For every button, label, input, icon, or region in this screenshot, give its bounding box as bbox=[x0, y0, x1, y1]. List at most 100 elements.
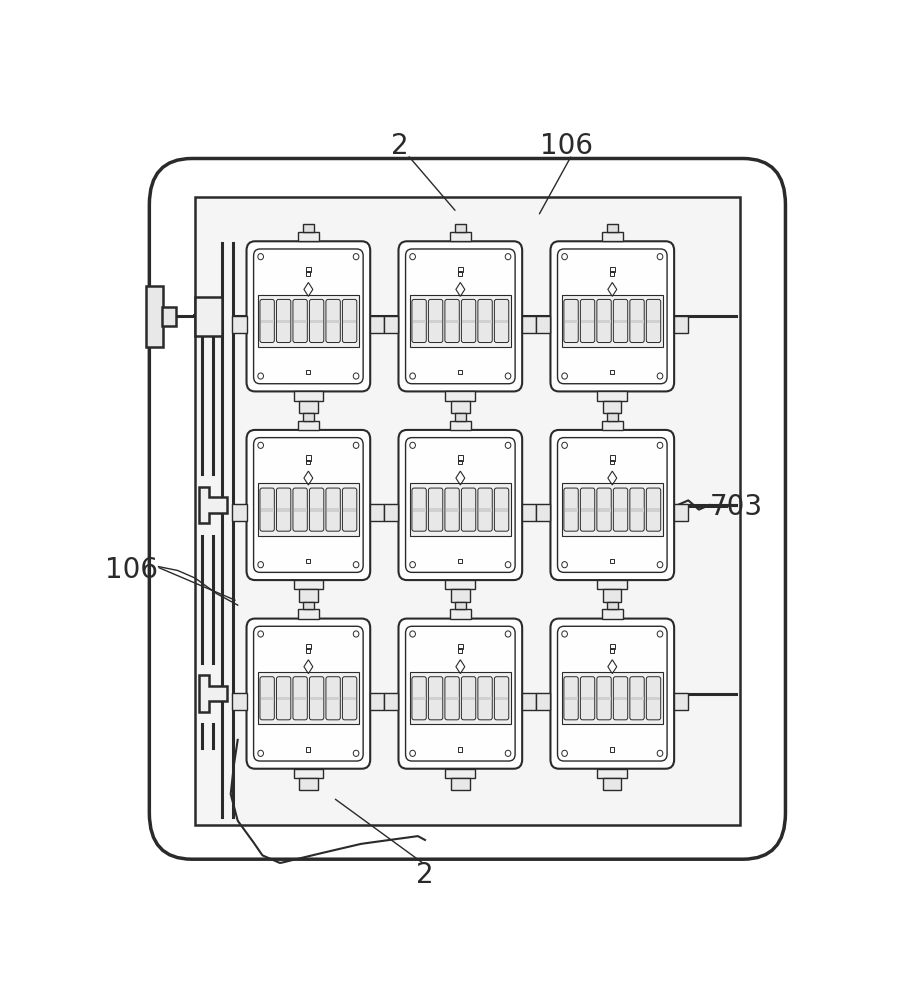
Bar bbox=[646, 508, 660, 512]
Bar bbox=[293, 769, 322, 778]
Bar bbox=[326, 320, 339, 323]
Bar bbox=[306, 271, 310, 276]
Bar bbox=[195, 297, 222, 336]
Bar bbox=[522, 316, 536, 333]
FancyBboxPatch shape bbox=[646, 677, 660, 720]
FancyBboxPatch shape bbox=[412, 677, 425, 720]
FancyBboxPatch shape bbox=[579, 299, 594, 343]
FancyBboxPatch shape bbox=[613, 488, 627, 531]
Bar bbox=[370, 693, 384, 710]
FancyBboxPatch shape bbox=[494, 488, 508, 531]
FancyBboxPatch shape bbox=[412, 488, 425, 531]
Bar bbox=[495, 320, 507, 323]
Bar bbox=[302, 224, 313, 232]
Bar bbox=[297, 609, 319, 619]
Bar bbox=[609, 460, 614, 464]
Bar bbox=[302, 602, 313, 609]
FancyBboxPatch shape bbox=[276, 677, 291, 720]
Bar bbox=[673, 316, 688, 333]
Bar bbox=[536, 316, 550, 333]
Bar bbox=[606, 602, 618, 609]
Bar bbox=[409, 672, 510, 724]
Bar bbox=[445, 508, 458, 512]
Bar bbox=[457, 559, 462, 563]
Bar bbox=[609, 559, 614, 563]
Bar bbox=[258, 672, 359, 724]
Bar bbox=[258, 483, 359, 536]
Bar bbox=[195, 197, 739, 825]
FancyBboxPatch shape bbox=[246, 430, 370, 580]
Bar bbox=[306, 747, 310, 752]
Bar bbox=[146, 286, 163, 347]
FancyBboxPatch shape bbox=[477, 299, 492, 343]
Bar bbox=[445, 697, 458, 700]
Bar bbox=[429, 508, 442, 512]
FancyBboxPatch shape bbox=[292, 677, 307, 720]
FancyBboxPatch shape bbox=[461, 299, 476, 343]
Bar bbox=[261, 320, 273, 323]
Bar bbox=[310, 320, 322, 323]
FancyBboxPatch shape bbox=[445, 488, 459, 531]
Bar bbox=[522, 504, 536, 521]
Bar bbox=[412, 508, 425, 512]
Bar bbox=[606, 413, 618, 421]
FancyBboxPatch shape bbox=[398, 619, 522, 769]
Bar bbox=[293, 697, 306, 700]
Bar bbox=[293, 508, 306, 512]
Bar bbox=[478, 320, 491, 323]
Bar bbox=[299, 401, 317, 413]
Bar bbox=[609, 644, 614, 649]
Bar bbox=[162, 307, 176, 326]
FancyBboxPatch shape bbox=[260, 488, 274, 531]
Bar bbox=[261, 508, 273, 512]
FancyBboxPatch shape bbox=[260, 677, 274, 720]
Bar bbox=[384, 693, 398, 710]
Bar bbox=[299, 778, 317, 790]
Bar bbox=[561, 483, 662, 536]
Bar bbox=[522, 693, 536, 710]
Bar bbox=[613, 697, 627, 700]
Bar bbox=[457, 271, 462, 276]
FancyBboxPatch shape bbox=[292, 299, 307, 343]
Bar bbox=[305, 644, 311, 649]
Bar bbox=[293, 580, 322, 589]
Bar bbox=[305, 267, 311, 272]
Bar bbox=[451, 401, 469, 413]
Bar bbox=[384, 316, 398, 333]
FancyBboxPatch shape bbox=[246, 241, 370, 391]
FancyBboxPatch shape bbox=[428, 488, 443, 531]
Bar bbox=[597, 697, 609, 700]
Bar bbox=[449, 609, 470, 619]
Bar bbox=[277, 320, 290, 323]
FancyBboxPatch shape bbox=[550, 619, 673, 769]
Bar bbox=[412, 697, 425, 700]
FancyBboxPatch shape bbox=[613, 677, 627, 720]
Bar bbox=[370, 316, 384, 333]
FancyBboxPatch shape bbox=[550, 241, 673, 391]
Bar bbox=[306, 559, 310, 563]
Bar bbox=[602, 589, 620, 602]
Bar bbox=[457, 648, 462, 653]
Bar bbox=[429, 320, 442, 323]
Bar bbox=[445, 320, 458, 323]
Bar bbox=[561, 672, 662, 724]
Bar bbox=[630, 320, 643, 323]
Bar bbox=[305, 455, 311, 461]
Bar bbox=[601, 232, 622, 241]
Bar bbox=[536, 504, 550, 521]
Bar bbox=[370, 504, 384, 521]
Bar bbox=[597, 508, 609, 512]
FancyBboxPatch shape bbox=[646, 488, 660, 531]
FancyBboxPatch shape bbox=[563, 677, 578, 720]
Bar bbox=[609, 271, 614, 276]
Bar bbox=[299, 589, 317, 602]
FancyBboxPatch shape bbox=[325, 488, 340, 531]
Bar bbox=[445, 580, 475, 589]
Bar bbox=[609, 370, 614, 374]
Bar bbox=[613, 320, 627, 323]
Polygon shape bbox=[199, 675, 227, 712]
FancyBboxPatch shape bbox=[579, 488, 594, 531]
Bar bbox=[409, 295, 510, 347]
Bar bbox=[597, 391, 627, 401]
FancyBboxPatch shape bbox=[309, 299, 323, 343]
